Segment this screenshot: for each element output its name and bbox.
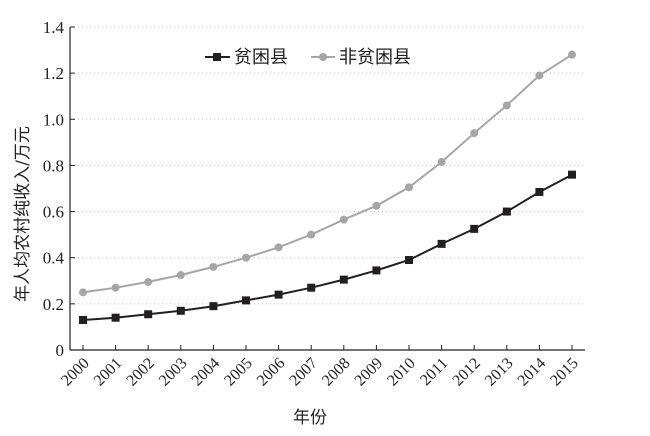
- data-point-0: [209, 302, 218, 311]
- x-tick-label: 2003: [156, 355, 191, 390]
- legend-marker-poor: [213, 53, 221, 61]
- series-line-1: [82, 53, 573, 294]
- x-tick-label: 2002: [123, 355, 158, 390]
- data-point-1: [339, 215, 348, 224]
- y-tick-label: 0.4: [43, 249, 65, 268]
- data-point-1: [274, 243, 283, 252]
- x-tick-label: 2009: [352, 355, 387, 390]
- legend-marker-nonpoor: [319, 53, 327, 61]
- y-tick-label: 1.0: [43, 110, 64, 129]
- data-point-0: [111, 313, 120, 322]
- legend: 贫困县 非贫困县: [205, 47, 411, 68]
- x-tick-label: 2005: [221, 355, 256, 390]
- data-point-1: [405, 183, 413, 192]
- x-tick-label: 2014: [515, 355, 550, 390]
- data-point-1: [209, 262, 218, 271]
- x-axis-label: 年份: [293, 408, 327, 428]
- x-tick-label: 2012: [449, 355, 484, 390]
- y-tick-label: 0.2: [43, 295, 64, 314]
- data-point-1: [144, 277, 153, 286]
- data-point-1: [307, 230, 316, 239]
- series: [79, 50, 576, 325]
- data-point-0: [437, 239, 446, 248]
- data-point-0: [307, 283, 316, 292]
- data-point-0: [535, 187, 544, 196]
- x-tick-label: 2010: [384, 355, 419, 390]
- x-tick-label: 2000: [58, 355, 93, 390]
- data-point-0: [568, 170, 576, 179]
- axes: [69, 26, 585, 351]
- data-point-1: [535, 71, 544, 80]
- y-tick-label: 1.2: [43, 64, 64, 83]
- data-point-1: [470, 129, 479, 138]
- y-tick-labels: 0 0.2 0.4 0.6 0.8 1.0 1.2 1.4: [43, 18, 65, 360]
- x-tick-label: 2007: [286, 355, 321, 390]
- y-tick-label: 0: [56, 341, 65, 360]
- data-point-0: [372, 266, 381, 275]
- x-tick-label: 2006: [254, 355, 289, 390]
- data-point-1: [568, 50, 576, 59]
- y-tick-label: 0.8: [43, 156, 64, 175]
- data-point-0: [176, 306, 185, 315]
- x-tick-label: 2008: [319, 355, 354, 390]
- series-line-0: [82, 173, 573, 321]
- x-tick-label: 2004: [189, 355, 224, 390]
- data-point-1: [111, 283, 120, 292]
- x-tick-labels: 2000200120022003200420052006200720082009…: [58, 355, 582, 390]
- data-point-1: [437, 157, 446, 166]
- legend-label-poor: 贫困县: [234, 47, 288, 68]
- data-point-1: [176, 271, 185, 280]
- gridlines: [70, 26, 585, 305]
- data-point-0: [502, 207, 511, 216]
- x-tick-label: 2001: [91, 355, 126, 390]
- data-point-1: [372, 201, 381, 210]
- x-tick-label: 2011: [417, 355, 451, 389]
- data-point-0: [274, 290, 283, 299]
- data-point-0: [470, 224, 479, 233]
- data-point-0: [339, 275, 348, 284]
- x-tick-label: 2013: [482, 355, 517, 390]
- y-tick-label: 0.6: [43, 203, 64, 222]
- x-tick-label: 2015: [547, 355, 582, 390]
- data-point-0: [79, 316, 87, 325]
- y-axis-label: 年人均农村纯收入/万元: [13, 126, 33, 302]
- legend-label-nonpoor: 非贫困县: [339, 47, 411, 68]
- data-point-1: [79, 288, 87, 297]
- data-point-0: [242, 296, 250, 305]
- data-point-1: [242, 253, 250, 262]
- y-tick-label: 1.4: [43, 18, 65, 37]
- data-point-0: [144, 310, 153, 319]
- data-point-1: [502, 101, 511, 110]
- data-point-0: [405, 256, 413, 265]
